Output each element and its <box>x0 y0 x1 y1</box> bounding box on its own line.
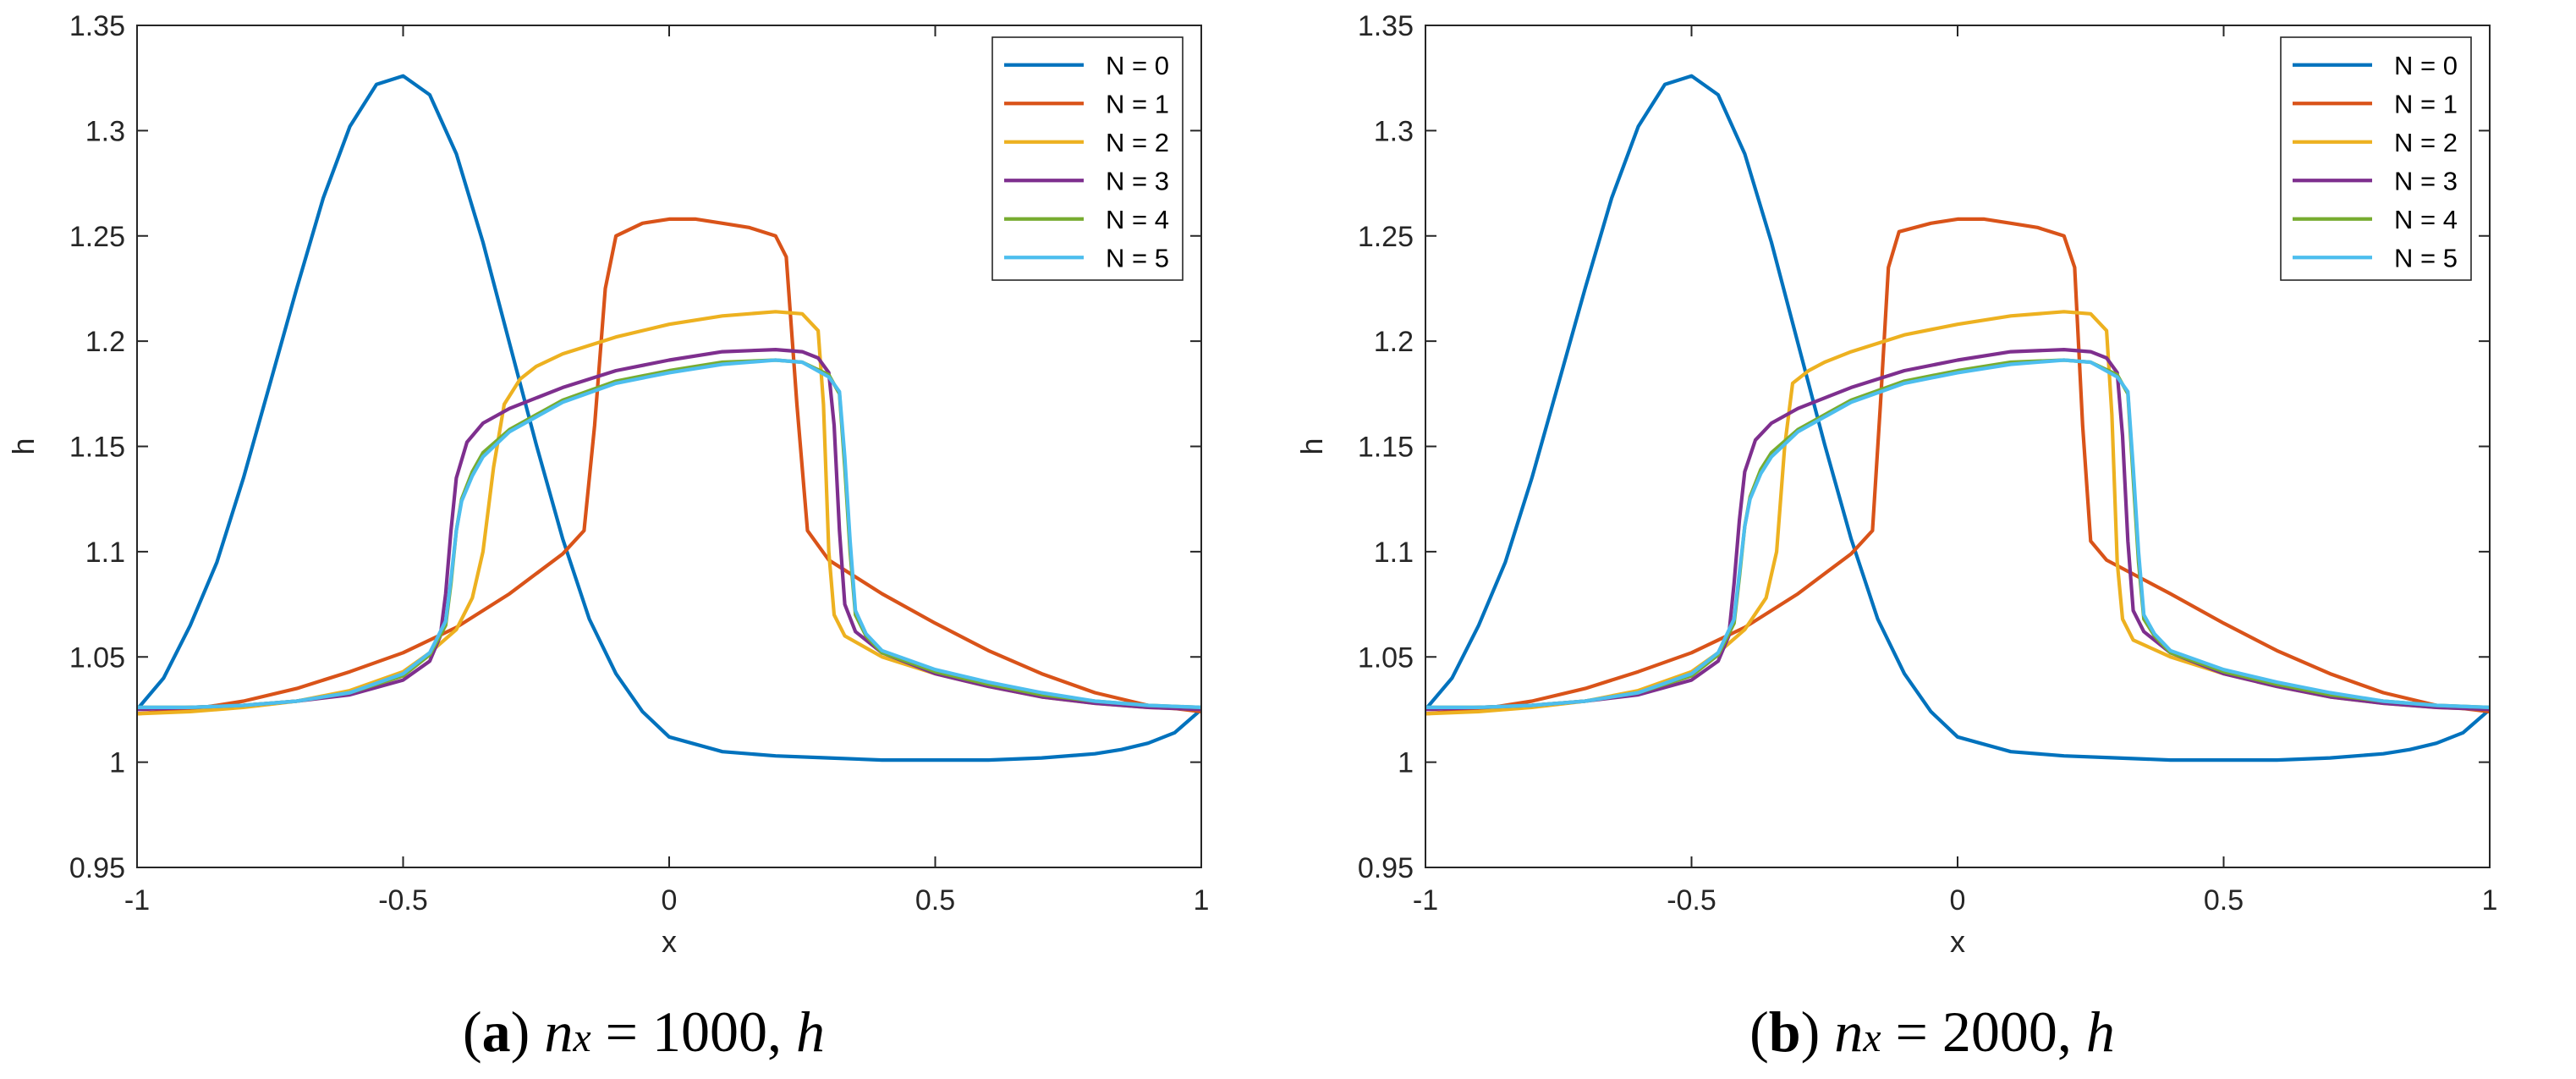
series-line-n0 <box>1425 74 2490 762</box>
x-tick-label: 1 <box>2482 884 2498 917</box>
legend-label: N = 0 <box>2394 51 2458 80</box>
caption-a: (a) nx = 1000, h <box>463 999 825 1064</box>
caption-a-sub: x <box>573 1016 591 1060</box>
series-line-n1 <box>137 217 1201 716</box>
x-axis-label: x <box>1950 924 1965 959</box>
x-axis-label: x <box>662 924 677 959</box>
y-axis-label: h <box>6 438 41 454</box>
chart-b-svg: -1 -0.5 0 0.5 1 0.95 1 1.05 1.1 1.15 1.2 1.25 1.3 1.3… <box>1294 10 2498 959</box>
legend-label: N = 3 <box>1106 166 1169 195</box>
caption-b-n: n <box>1834 999 1864 1064</box>
legend-label: N = 2 <box>1106 128 1169 157</box>
y-tick-label: 1.2 <box>1374 326 1414 358</box>
legend-label: N = 1 <box>2394 89 2458 118</box>
legend-label: N = 0 <box>1106 51 1169 80</box>
series-line-n5 <box>1425 358 2490 710</box>
y-axis-label: h <box>1294 438 1329 454</box>
y-tick-label: 1.15 <box>1358 432 1414 464</box>
y-tick-label: 0.95 <box>69 852 125 884</box>
y-tick-label: 1.35 <box>1358 10 1414 42</box>
y-tick-label: 0.95 <box>1358 852 1414 884</box>
y-tick-label: 1.3 <box>1374 115 1414 147</box>
chart-panel-b: -1 -0.5 0 0.5 1 0.95 1 1.05 1.1 1.15 1.2 1.25 1.3 1.3… <box>1288 0 2576 1079</box>
caption-b-sub: x <box>1863 1016 1881 1060</box>
x-tick-label: -0.5 <box>1667 884 1716 917</box>
y-tick-label: 1 <box>1398 747 1414 779</box>
y-tick-label: 1.15 <box>69 432 125 464</box>
series-line-n5 <box>137 358 1201 710</box>
x-tick-label: 0 <box>662 884 678 917</box>
series-group <box>137 74 1201 762</box>
x-tick-label: 0 <box>1950 884 1966 917</box>
caption-b-label: b <box>1768 999 1801 1064</box>
legend-label: N = 3 <box>2394 166 2458 195</box>
x-tick-label: -1 <box>124 884 150 917</box>
x-tick-label: 1 <box>1194 884 1210 917</box>
caption-a-var: h <box>795 999 825 1064</box>
x-tick-label: -1 <box>1413 884 1438 917</box>
legend-box <box>991 36 1184 281</box>
y-tick-label: 1.05 <box>69 641 125 674</box>
legend: N = 0 N = 1 N = 2 N = 3 N = 4 N = 5 <box>2280 36 2472 281</box>
legend-label: N = 1 <box>1106 89 1169 118</box>
x-tick-label: 0.5 <box>915 884 955 917</box>
x-tick-label: 0.5 <box>2204 884 2244 917</box>
legend-label: N = 5 <box>1106 243 1169 273</box>
legend-label: N = 4 <box>2394 205 2458 234</box>
legend-label: N = 5 <box>2394 243 2458 273</box>
y-tick-label: 1.35 <box>69 10 125 42</box>
chart-a-svg: -1 -0.5 0 0.5 1 0.95 1 1.05 1.1 1.15 1.2 1.25 1.3 1.3… <box>6 10 1210 959</box>
y-tick-label: 1.1 <box>85 537 125 569</box>
chart-panel-a: -1 -0.5 0 0.5 1 0.95 1 1.05 1.1 1.15 1.2 1.25 1.3 1.3… <box>6 10 1210 1064</box>
y-tick-label: 1.1 <box>1374 537 1414 569</box>
legend-label: N = 2 <box>2394 128 2458 157</box>
caption-a-n: n <box>544 999 574 1064</box>
y-tick-label: 1.25 <box>1358 221 1414 253</box>
series-line-n0 <box>137 74 1201 762</box>
y-tick-label: 1 <box>109 747 125 779</box>
caption-b-var: h <box>2085 999 2115 1064</box>
legend-label: N = 4 <box>1106 205 1169 234</box>
series-line-n1 <box>1425 217 2490 716</box>
caption-b-eq: = 2000, <box>1881 999 2072 1064</box>
x-tick-label: -0.5 <box>378 884 428 917</box>
y-tick-label: 1.3 <box>85 115 125 147</box>
caption-b: (b) nx = 2000, h <box>1749 999 2115 1064</box>
y-tick-label: 1.05 <box>1358 641 1414 674</box>
legend: N = 0 N = 1 N = 2 N = 3 N = 4 N = 5 <box>991 36 1184 281</box>
legend-box <box>2280 36 2472 281</box>
y-tick-label: 1.25 <box>69 221 125 253</box>
series-group <box>1425 74 2490 762</box>
y-tick-label: 1.2 <box>85 326 125 358</box>
caption-a-eq: = 1000, <box>590 999 782 1064</box>
caption-a-label: a <box>481 999 511 1064</box>
